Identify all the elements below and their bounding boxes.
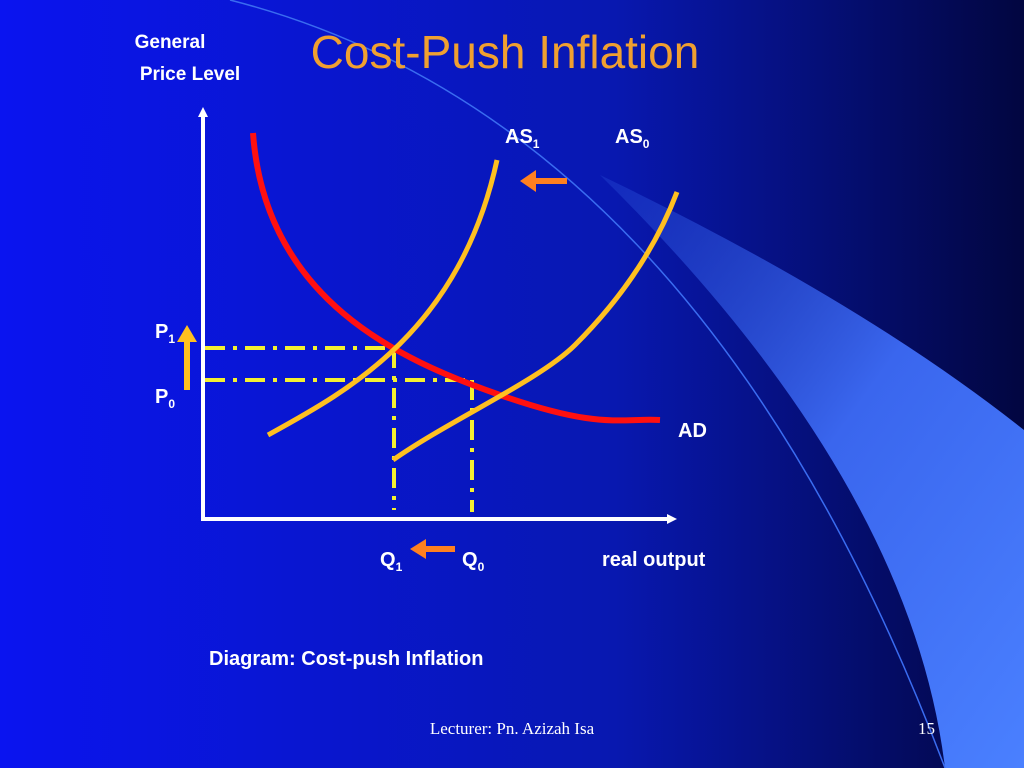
quantity-label: Q1 — [380, 549, 403, 574]
as0-curve — [391, 191, 680, 463]
label-part: 0 — [168, 397, 175, 411]
quantity-label: Q0 — [462, 549, 485, 574]
label-part: 1 — [396, 560, 403, 574]
guides — [205, 346, 474, 512]
axis-label: Price Level — [140, 64, 240, 85]
label-part: AS — [615, 126, 643, 148]
curve-label: AS0 — [615, 126, 650, 151]
ad-curve — [250, 132, 661, 424]
label-part: AS — [505, 126, 533, 148]
label-part: 0 — [478, 560, 485, 574]
page-number: 15 — [918, 719, 935, 738]
label-part: P — [155, 321, 168, 343]
footer-lecturer: Lecturer: Pn. Azizah Isa — [430, 719, 595, 738]
label-part: 0 — [643, 137, 650, 151]
swoosh — [600, 175, 1024, 768]
label-part: 1 — [168, 332, 175, 346]
price-label: P1 — [155, 321, 175, 346]
axis-label: General — [135, 32, 206, 53]
as1-curve — [266, 159, 500, 438]
price-arrow — [177, 325, 197, 390]
label-part: P — [155, 386, 168, 408]
title: Cost-Push Inflation — [311, 26, 700, 78]
curve-label: AD — [678, 420, 707, 442]
label-part: 1 — [533, 137, 540, 151]
label-part: Q — [380, 549, 396, 571]
shift-arrow — [520, 170, 567, 192]
curve-label: AS1 — [505, 126, 540, 151]
quantity-arrow — [410, 539, 455, 559]
price-label: P0 — [155, 386, 175, 411]
swoosh-line — [229, 0, 946, 768]
x-axis-label: real output — [602, 549, 706, 571]
caption: Diagram: Cost-push Inflation — [209, 648, 483, 670]
label-part: Q — [462, 549, 478, 571]
